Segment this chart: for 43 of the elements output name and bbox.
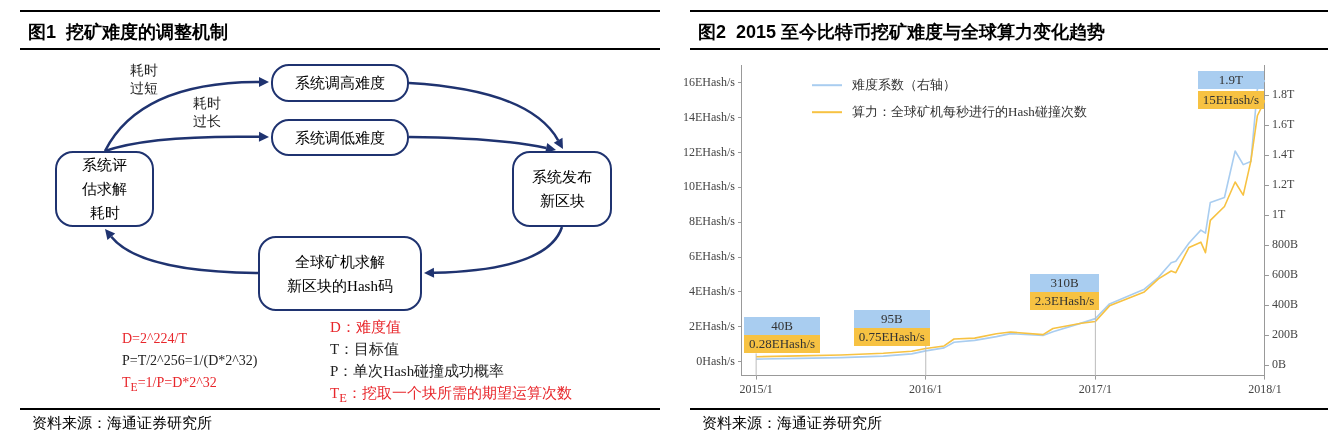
legend-label: 算力：全球矿机每秒进行的Hash碰撞次数 [852, 103, 1087, 119]
text: D=2^224/T [122, 330, 188, 348]
text: T$_{E}$：挖取一个块所需的期望运算次数 [330, 384, 572, 407]
y2-tick-label: 1T [1272, 207, 1286, 222]
text: 系统发布新区块 [531, 168, 593, 211]
y2-tick-label: 200B [1272, 327, 1299, 342]
text: 全球矿机求解新区块的Hash码 [286, 252, 394, 296]
text: 资料来源：海通证券研究所 [20, 408, 660, 433]
y-tick-label: 12EHash/s [683, 144, 736, 159]
text: 耗时过长 [193, 95, 222, 131]
y-tick-label: 16EHash/s [683, 74, 736, 89]
y2-tick-label: 1.4T [1272, 147, 1295, 162]
text: 系统评估求解耗时 [81, 156, 128, 223]
text: P=T/2^256=1/(D*2^32) [122, 352, 258, 370]
text: T$_{E}$=1/P=D*2^32 [122, 374, 217, 396]
y2-tick-label: 1.6T [1272, 117, 1295, 132]
y-tick-label: 10EHash/s [683, 179, 736, 194]
y-tick-label: 0Hash/s [696, 353, 736, 368]
y2-tick-label: 1.2T [1272, 177, 1295, 192]
y2-tick-label: 400B [1272, 297, 1299, 312]
text: 耗时过短 [130, 62, 159, 98]
text: 系统调高难度 [295, 74, 385, 93]
text: T：目标值 [330, 340, 400, 359]
x-tick-label: 2017/1 [1078, 381, 1113, 396]
x-tick-label: 2016/1 [909, 381, 943, 396]
text: 系统调低难度 [295, 128, 385, 148]
text: 资料来源：海通证券研究所 [690, 408, 1328, 433]
y2-tick-label: 0B [1272, 357, 1287, 372]
y2-tick-label: 1.8T [1272, 87, 1295, 102]
y-tick-label: 8EHash/s [689, 214, 736, 229]
text: D：难度值 [330, 318, 401, 337]
y-tick-label: 4EHash/s [689, 284, 736, 299]
y2-tick-label: 600B [1272, 267, 1299, 282]
y2-tick-label: 800B [1272, 237, 1299, 252]
chart-title: 图2 2015 至今比特币挖矿难度与全球算力变化趋势 [690, 10, 1328, 50]
y-tick-label: 6EHash/s [689, 249, 736, 264]
y-tick-label: 2EHash/s [689, 318, 736, 333]
legend-label: 难度系数（右轴） [851, 76, 956, 92]
text: P：单次Hash碰撞成功概率 [330, 362, 505, 381]
x-tick-label: 2018/1 [1248, 381, 1282, 396]
y-tick-label: 14EHash/s [683, 109, 736, 124]
text: 图1 挖矿难度的调整机制 [20, 10, 660, 50]
x-tick-label: 2015/1 [739, 381, 773, 396]
